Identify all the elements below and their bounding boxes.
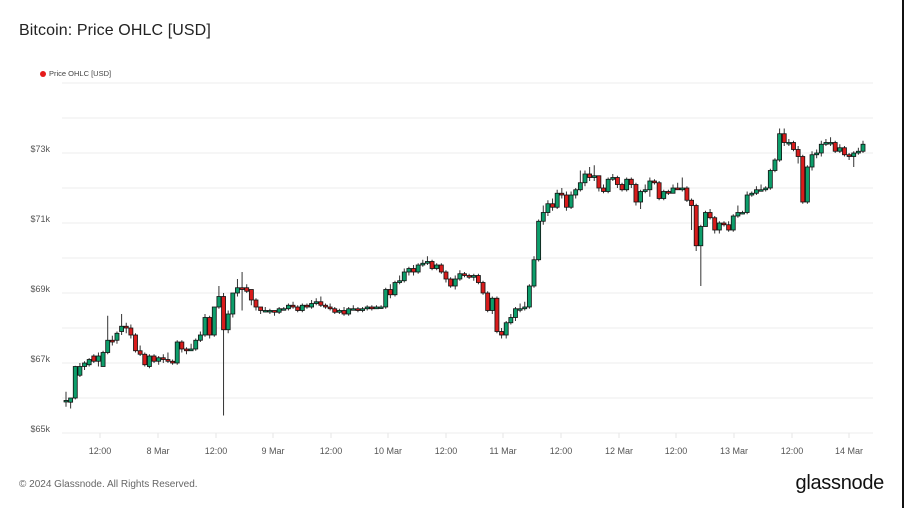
window-edge — [902, 0, 904, 508]
x-tick-label: 9 Mar — [261, 446, 284, 456]
copyright: © 2024 Glassnode. All Rights Reserved. — [19, 479, 198, 490]
x-tick-label: 10 Mar — [374, 446, 402, 456]
x-tick-label: 12:00 — [320, 446, 343, 456]
chart-title: Bitcoin: Price OHLC [USD] — [19, 22, 211, 39]
x-tick-label: 11 Mar — [489, 446, 516, 456]
x-tick-label: 8 Mar — [146, 446, 169, 456]
y-tick-label: $71k — [30, 214, 50, 224]
x-tick-label: 12:00 — [205, 446, 228, 456]
x-tick-label: 12:00 — [665, 446, 688, 456]
y-tick-label: $73k — [30, 144, 50, 154]
x-axis: 12:00 8 Mar 12:00 9 Mar 12:00 10 Mar 12:00 11 M… — [89, 433, 863, 456]
candles — [63, 128, 866, 416]
legend-label: Price OHLC [USD] — [49, 69, 112, 78]
legend-dot-icon — [40, 70, 46, 77]
y-axis: $65k $67k $69k $71k $73k — [30, 144, 50, 434]
x-tick-label: 12 Mar — [605, 446, 633, 456]
gridlines — [62, 82, 873, 434]
x-tick-label: 12:00 — [89, 446, 112, 456]
glassnode-logo[interactable]: glassnode — [795, 472, 885, 494]
x-tick-label: 13 Mar — [720, 446, 748, 456]
x-tick-label: 12:00 — [435, 446, 458, 456]
x-tick-label: 14 Mar — [835, 446, 863, 456]
legend-item[interactable]: Price OHLC [USD] — [40, 69, 111, 78]
y-tick-label: $67k — [30, 354, 50, 364]
x-tick-label: 12:00 — [550, 446, 573, 456]
y-tick-label: $69k — [30, 284, 50, 294]
y-tick-label: $65k — [30, 424, 50, 434]
x-tick-label: 12:00 — [781, 446, 804, 456]
